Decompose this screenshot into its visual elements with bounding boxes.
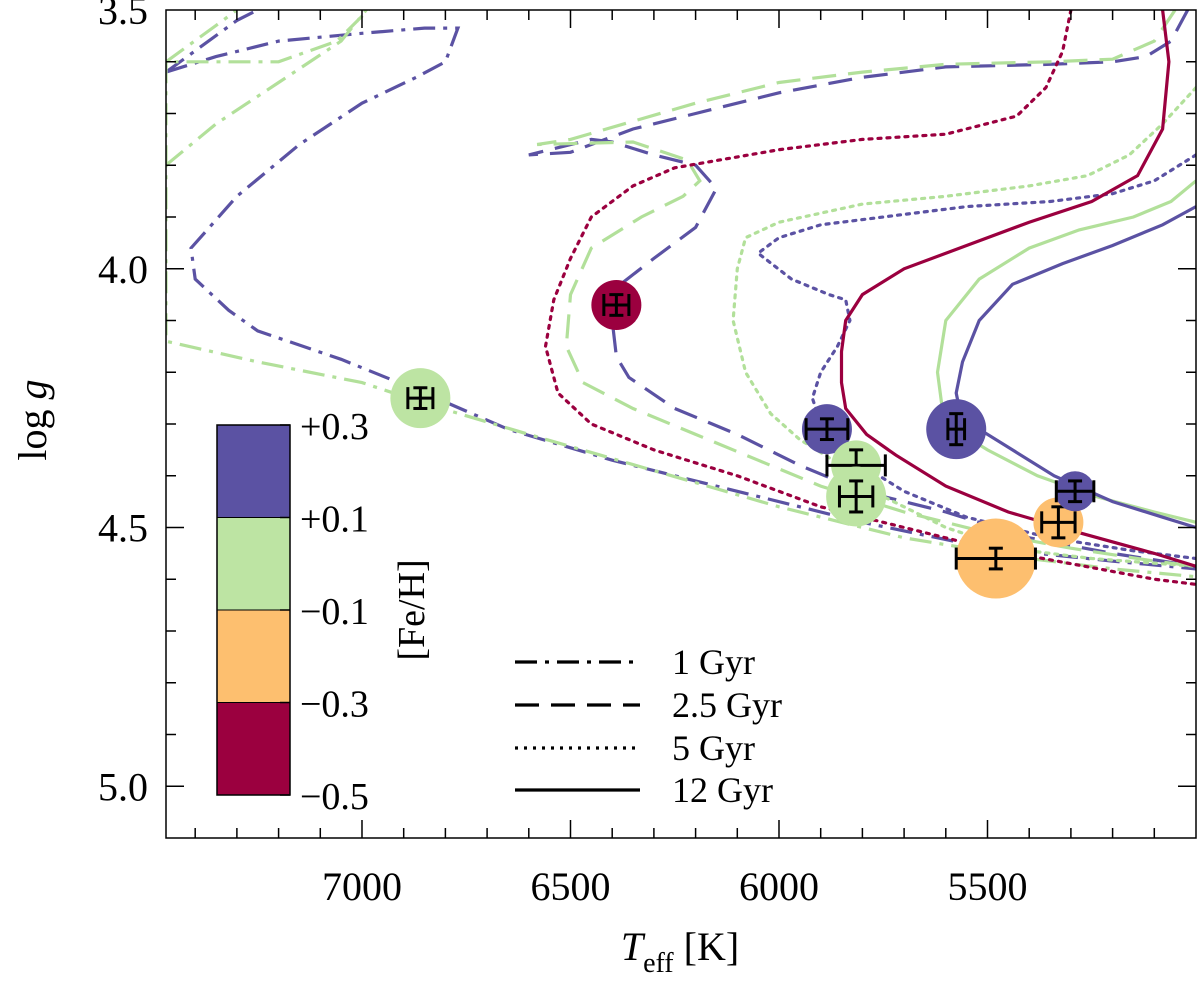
y-tick-label-0: 3.5 bbox=[98, 0, 148, 33]
colorbar-tick-label-3: −0.3 bbox=[300, 684, 369, 726]
isochrone-dotted-6 bbox=[543, 10, 1196, 586]
x-tick-label-3: 5500 bbox=[947, 864, 1027, 909]
legend-label-0: 1 Gyr bbox=[672, 642, 755, 682]
isochrone-dotted-7 bbox=[731, 86, 1196, 568]
colorbar-tick-label-2: −0.1 bbox=[300, 591, 369, 633]
star-layer bbox=[390, 279, 1096, 599]
y-tick-label-3: 5.0 bbox=[98, 764, 148, 809]
isochrone-dashdot-0 bbox=[166, 10, 259, 74]
colorbar-bin-0 bbox=[216, 424, 291, 518]
y-tick-label-1: 4.0 bbox=[98, 247, 148, 292]
axis-ticks: 7000 6500 6000 5500 3.5 4.0 4.5 5.0 bbox=[98, 0, 1196, 909]
isochrone-layer bbox=[166, 10, 1196, 586]
legend-label-3: 12 Gyr bbox=[672, 770, 773, 810]
colorbar-title: [Fe/H] bbox=[391, 559, 433, 660]
x-tick-label-1: 6500 bbox=[530, 864, 610, 909]
colorbar-tick-label-1: +0.1 bbox=[300, 499, 369, 541]
x-tick-label-0: 7000 bbox=[322, 864, 402, 909]
colorbar-bin-3 bbox=[216, 702, 291, 796]
colorbar-bin-2 bbox=[216, 609, 291, 703]
y-tick-label-2: 4.5 bbox=[98, 506, 148, 551]
colorbar-tick-label-0: +0.3 bbox=[300, 406, 369, 448]
isochrone-dashdot-3 bbox=[166, 10, 1196, 579]
colorbar-bin-1 bbox=[216, 517, 291, 611]
isochrone-dotted-8 bbox=[755, 153, 1196, 561]
legend-label-1: 2.5 Gyr bbox=[672, 685, 782, 725]
isochrone-solid-9 bbox=[839, 10, 1196, 568]
isochrone-dashdot-1 bbox=[166, 10, 238, 64]
colorbar-tick-label-4: −0.5 bbox=[300, 776, 369, 818]
colorbar: +0.3 +0.1 −0.1 −0.3 −0.5 [Fe/H] bbox=[216, 406, 433, 818]
x-axis-label: Teff [K] bbox=[621, 924, 739, 979]
x-tick-label-2: 6000 bbox=[739, 864, 819, 909]
legend-label-2: 5 Gyr bbox=[672, 728, 755, 768]
y-axis-label: log g bbox=[10, 379, 55, 460]
isochrone-dashdot-2 bbox=[166, 26, 1196, 571]
isochrone-dashed-4 bbox=[528, 10, 1196, 568]
isochrone-solid-10 bbox=[935, 179, 1196, 524]
